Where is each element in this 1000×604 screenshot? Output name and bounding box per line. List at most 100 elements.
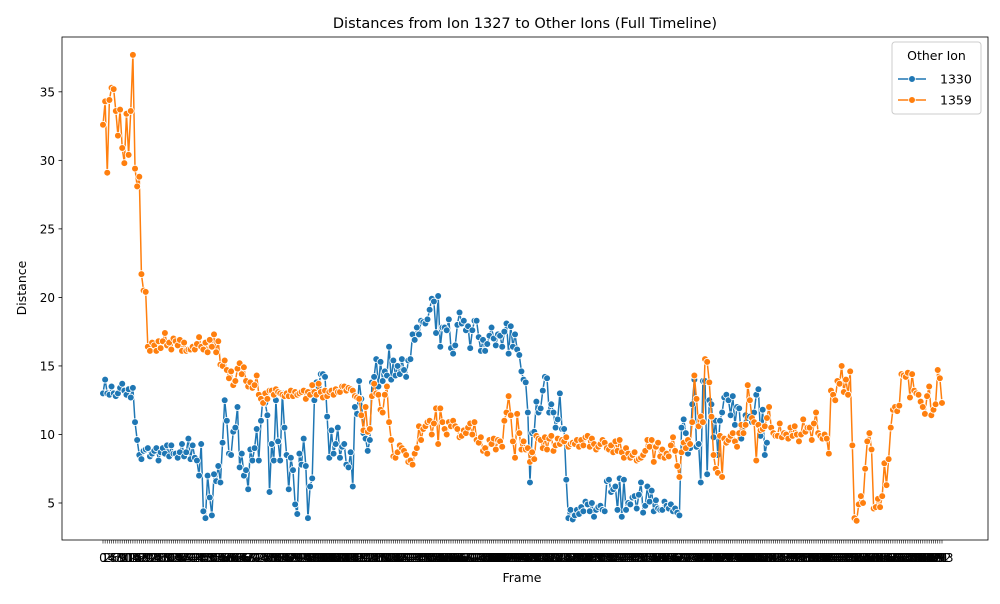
data-point	[635, 490, 643, 499]
x-tick-label: 81	[268, 551, 283, 565]
legend-label-1359: 1359	[940, 93, 972, 108]
data-point	[861, 464, 869, 473]
data-point	[357, 411, 366, 420]
x-tick-label: 379	[901, 551, 924, 565]
x-tick-label: 314	[762, 551, 785, 565]
x-tick-label: 292	[715, 551, 738, 565]
x-tick-label: 255	[636, 551, 659, 565]
data-point	[876, 503, 884, 511]
x-tick-label: 253	[632, 551, 655, 565]
data-point	[99, 120, 107, 129]
x-tick-label: 62	[228, 551, 243, 565]
x-tick-label: 341	[820, 551, 843, 565]
data-point	[506, 322, 515, 330]
x-tick-label: 265	[657, 551, 680, 565]
x-tick-label: 305	[743, 551, 766, 565]
x-tick-label: 350	[839, 551, 862, 565]
x-tick-label: 80	[266, 551, 281, 565]
data-point	[430, 419, 438, 428]
x-tick-label: 372	[886, 551, 909, 565]
data-point	[227, 451, 235, 459]
data-point	[908, 370, 916, 378]
x-tick-label: 23	[144, 551, 159, 565]
data-point	[483, 449, 492, 458]
x-tick-label: 171	[457, 551, 480, 565]
data-point	[667, 441, 675, 450]
data-point	[562, 433, 571, 442]
x-tick-label: 215	[551, 551, 574, 565]
x-tick-label: 390	[924, 551, 947, 565]
data-point	[560, 425, 568, 433]
data-point	[863, 437, 872, 446]
x-tick-label: 283	[696, 551, 719, 565]
data-point	[925, 382, 933, 391]
data-point	[225, 374, 233, 383]
x-tick-label: 150	[412, 551, 435, 565]
data-point	[703, 358, 711, 366]
x-tick-label: 5	[110, 551, 118, 565]
x-tick-label: 364	[869, 551, 892, 565]
data-point	[671, 447, 679, 455]
x-tick-label: 357	[854, 551, 877, 565]
x-tick-label: 77	[260, 551, 275, 565]
x-tick-label: 229	[580, 551, 603, 565]
x-tick-label: 94	[296, 551, 311, 565]
data-point	[235, 463, 244, 472]
x-tick-label: 111	[329, 551, 352, 565]
x-tick-label: 277	[683, 551, 706, 565]
data-point	[385, 418, 393, 426]
data-point	[126, 107, 135, 115]
x-tick-label: 319	[773, 551, 796, 565]
x-tick-label: 55	[213, 551, 228, 565]
x-axis-label: Frame	[503, 570, 542, 585]
x-tick-label: 340	[817, 551, 840, 565]
data-point	[406, 355, 415, 363]
x-tick-label: 242	[608, 551, 631, 565]
data-point	[543, 374, 551, 383]
data-point	[696, 478, 705, 487]
data-point	[705, 378, 714, 387]
data-point	[434, 292, 442, 300]
x-tick-label: 346	[830, 551, 853, 565]
data-point	[210, 330, 218, 339]
data-point	[291, 500, 299, 509]
data-point	[129, 51, 137, 59]
data-point	[214, 462, 223, 470]
data-point	[865, 429, 874, 437]
x-tick-label: 7	[114, 551, 122, 565]
x-tick-label: 243	[610, 551, 633, 565]
x-tick-label: 135	[380, 551, 403, 565]
x-tick-label: 189	[495, 551, 518, 565]
data-point	[252, 371, 261, 380]
data-point	[329, 449, 338, 458]
x-tick-label: 318	[770, 551, 793, 565]
data-point	[167, 441, 176, 450]
data-point	[205, 493, 214, 502]
x-tick-label: 26	[151, 551, 166, 565]
x-tick-label: 152	[416, 551, 439, 565]
x-tick-label: 186	[489, 551, 512, 565]
x-tick-label: 102	[309, 551, 332, 565]
x-tick-label: 199	[516, 551, 539, 565]
data-point	[664, 452, 673, 461]
x-tick-label: 328	[792, 551, 815, 565]
x-tick-label: 130	[369, 551, 392, 565]
data-point	[844, 390, 852, 399]
data-point	[334, 423, 342, 432]
x-tick-label: 252	[630, 551, 653, 565]
x-tick-label: 70	[245, 551, 260, 565]
data-point	[434, 440, 442, 448]
x-tick-label: 276	[681, 551, 704, 565]
data-point	[212, 348, 220, 357]
x-tick-label: 206	[531, 551, 554, 565]
x-tick-label: 380	[903, 551, 926, 565]
x-tick-label: 28	[155, 551, 170, 565]
data-point	[299, 434, 308, 443]
y-tick-label: 10	[40, 428, 55, 442]
x-tick-label: 74	[253, 551, 268, 565]
x-tick-label: 103	[311, 551, 334, 565]
data-point	[688, 418, 697, 426]
x-tick-label: 297	[726, 551, 749, 565]
x-tick-label: 349	[837, 551, 860, 565]
